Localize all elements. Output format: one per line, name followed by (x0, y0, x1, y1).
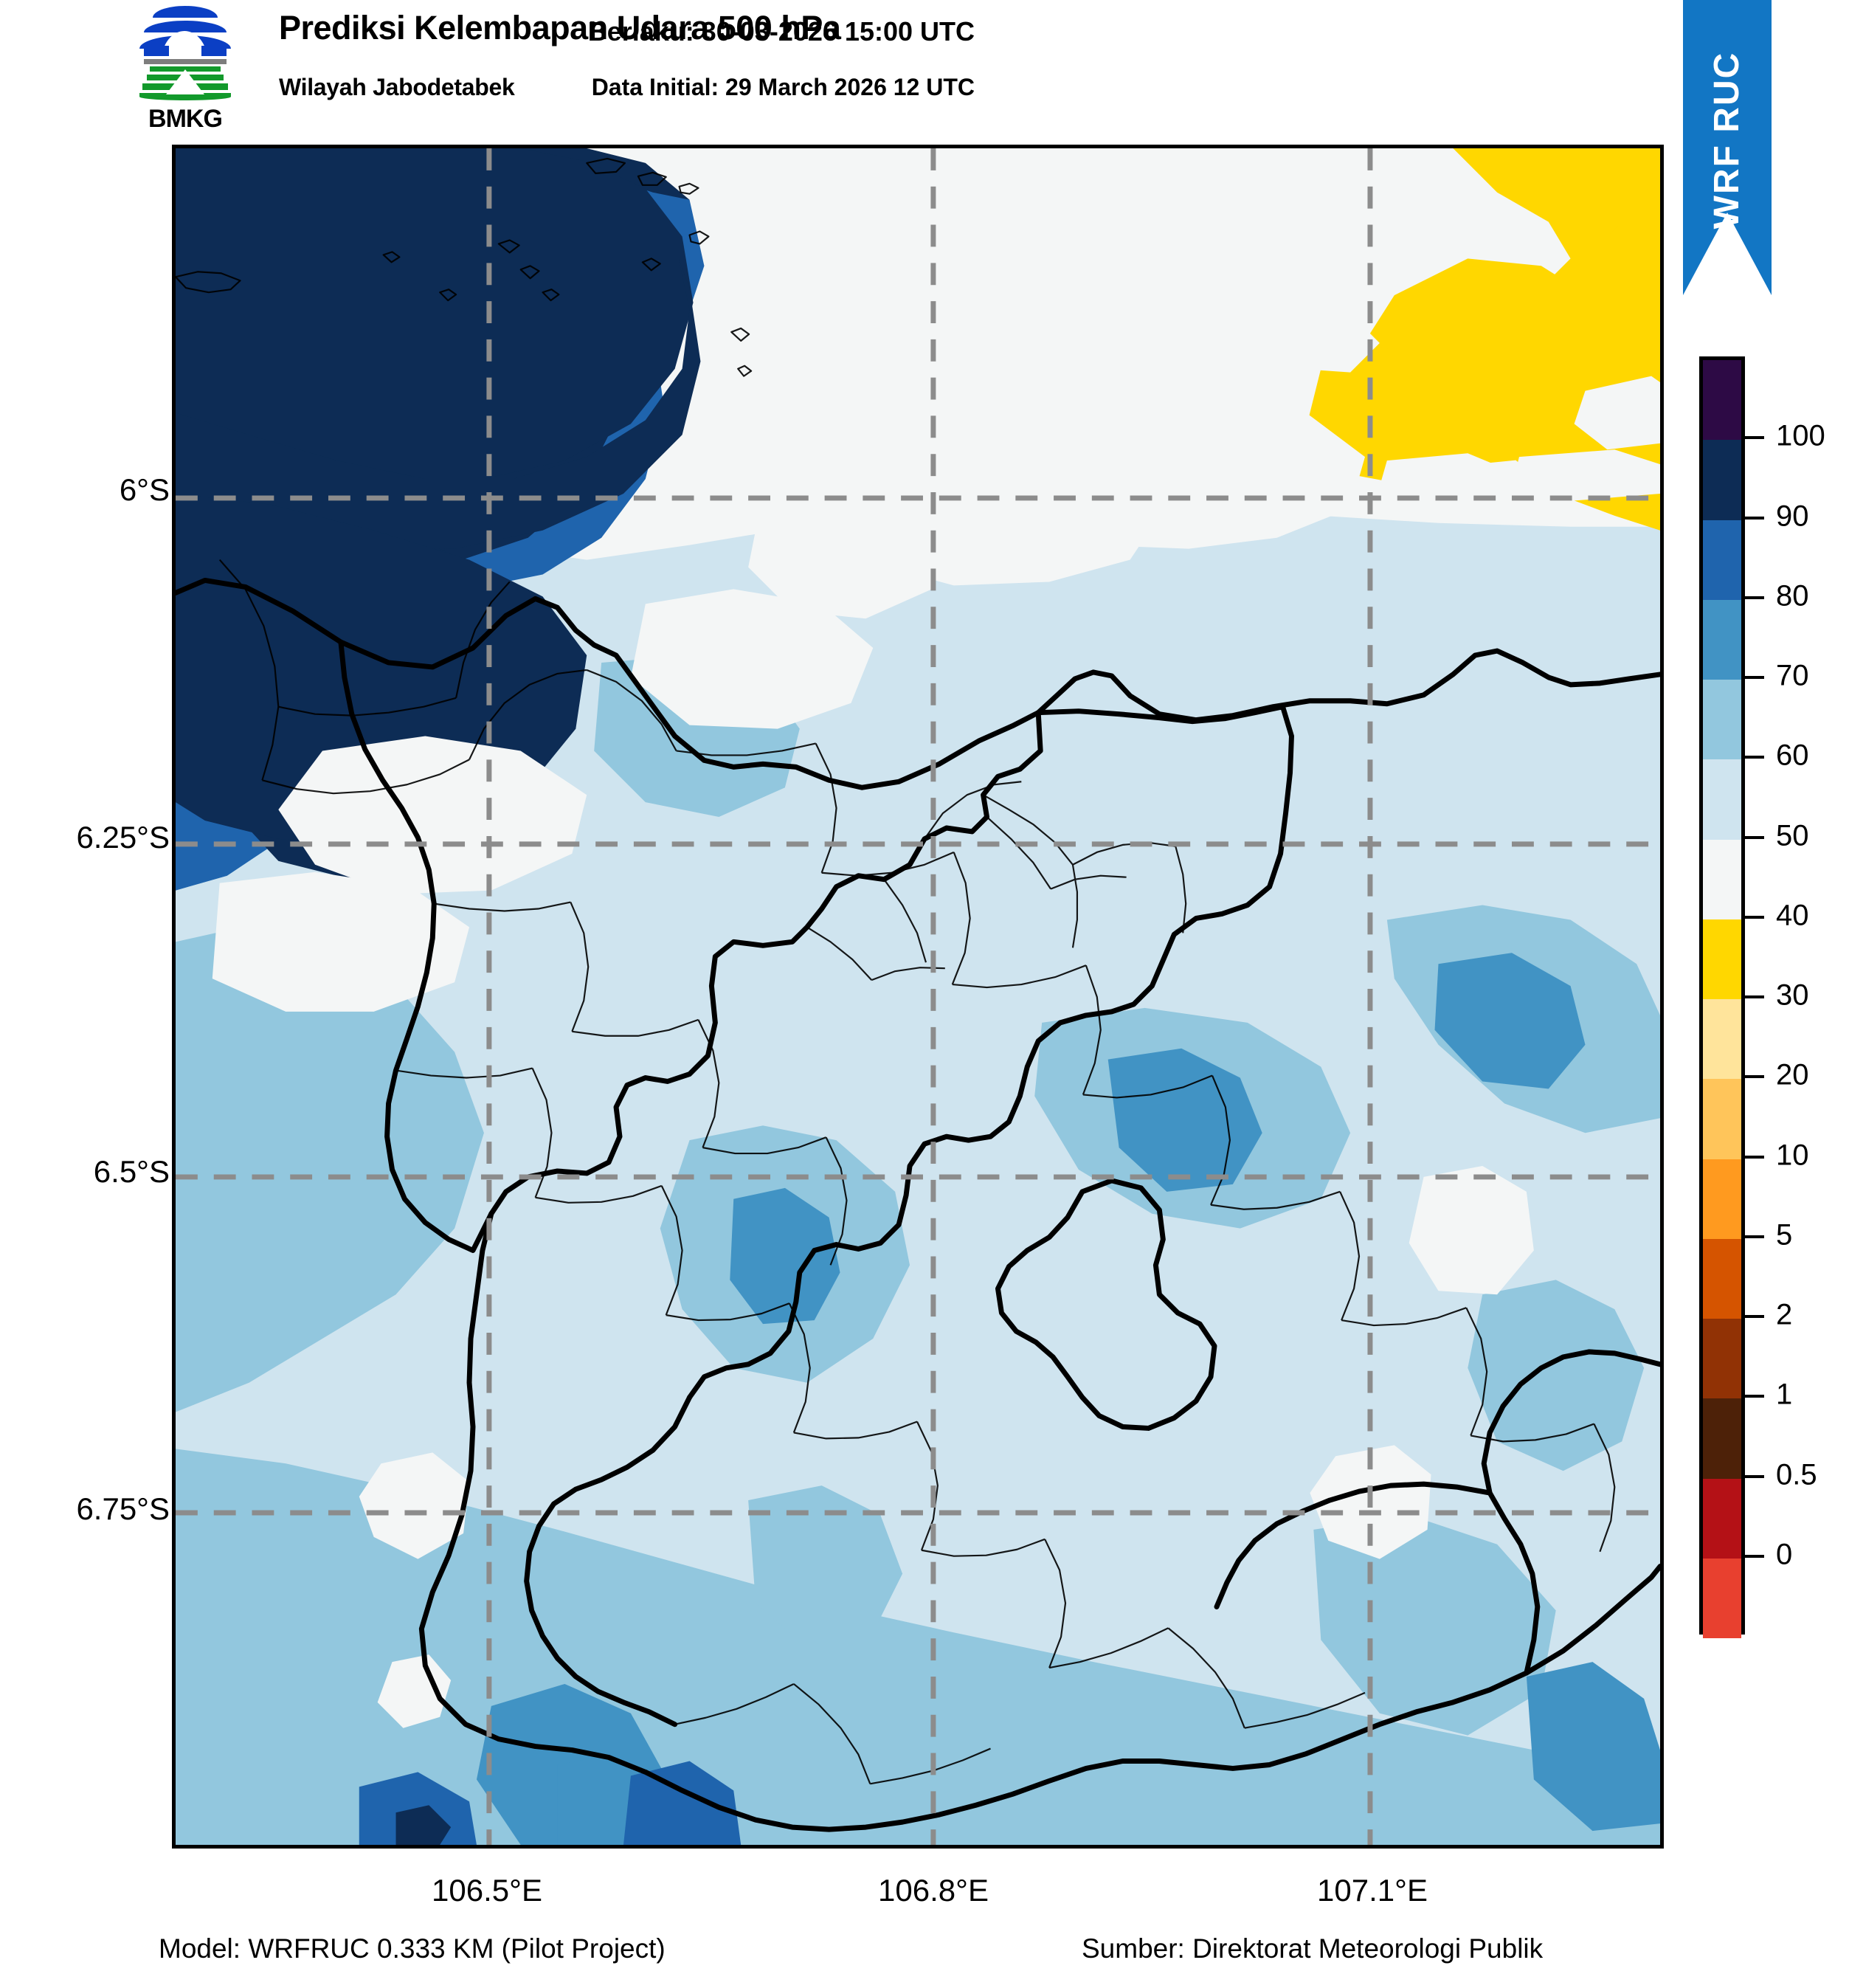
x-tick-label: 106.5°E (432, 1873, 542, 1908)
colorbar-tick (1745, 1395, 1764, 1398)
y-tick-label: 6.75°S (76, 1491, 170, 1526)
map-contour-canvas (176, 148, 1660, 1845)
colorbar-tick (1745, 516, 1764, 520)
colorbar-tick-label: 0.5 (1776, 1458, 1817, 1491)
colorbar-tick (1745, 1315, 1764, 1318)
colorbar-ticks: 100 90 80 70 60 50 40 30 20 10 5 2 1 0.5 0 (1699, 356, 1847, 1635)
x-tick-label: 107.1°E (1317, 1873, 1428, 1908)
logo-green-stripes (136, 66, 234, 108)
colorbar-segment (1703, 839, 1741, 919)
footer-model: Model: WRFRUC 0.333 KM (Pilot Project) (159, 1933, 666, 1964)
colorbar-tick (1745, 1155, 1764, 1159)
colorbar-tick-label: 10 (1776, 1139, 1809, 1171)
colorbar (1699, 356, 1745, 1638)
colorbar-tick-label: 100 (1776, 419, 1825, 452)
colorbar-segment (1703, 599, 1741, 680)
initial-time: Data Initial: 29 March 2026 12 UTC (591, 74, 975, 100)
y-tick-label: 6°S (119, 472, 170, 507)
colorbar-tick-label: 5 (1776, 1218, 1793, 1252)
model-ribbon-banner: WRF RUC (1683, 0, 1772, 295)
colorbar-tick (1745, 756, 1764, 759)
colorbar-tick (1745, 1554, 1764, 1558)
page-header: BMKG Prediksi Kelembapan Udara 500 hPa W… (0, 0, 1849, 145)
colorbar-segment (1703, 1159, 1741, 1239)
colorbar-segment (1703, 1079, 1741, 1159)
colorbar-segment (1703, 1558, 1741, 1638)
colorbar-tick-label: 60 (1776, 739, 1809, 772)
x-tick-label: 106.8°E (878, 1873, 989, 1908)
y-tick-label: 6.5°S (93, 1154, 170, 1189)
colorbar-tick-label: 40 (1776, 899, 1809, 932)
colorbar-tick (1745, 915, 1764, 919)
colorbar-segment (1703, 919, 1741, 999)
colorbar-segment (1703, 1478, 1741, 1559)
colorbar-tick-label: 70 (1776, 659, 1809, 692)
bmkg-logo: BMKG (136, 4, 234, 133)
colorbar-tick (1745, 596, 1764, 599)
colorbar-segment (1703, 360, 1741, 441)
forecast-map[interactable] (172, 145, 1664, 1849)
logo-divider (144, 59, 227, 64)
colorbar-tick (1745, 1075, 1764, 1079)
colorbar-segment (1703, 680, 1741, 760)
colorbar-segment (1703, 999, 1741, 1080)
colorbar-tick (1745, 436, 1764, 440)
ribbon-label: WRF RUC (1707, 51, 1746, 229)
colorbar-tick-label: 1 (1776, 1378, 1793, 1411)
colorbar-segment (1703, 759, 1741, 840)
y-tick-label: 6.25°S (76, 820, 170, 855)
colorbar-segment (1703, 1398, 1741, 1479)
valid-time: Berlaku: 30-03-2026 15:00 UTC (587, 16, 975, 46)
colorbar-tick-label: 90 (1776, 500, 1809, 532)
colorbar-tick-label: 0 (1776, 1538, 1793, 1571)
colorbar-segment (1703, 1238, 1741, 1319)
logo-label: BMKG (148, 105, 223, 133)
colorbar-tick (1745, 1235, 1764, 1238)
page-subtitle: Wilayah Jabodetabek (279, 74, 515, 100)
colorbar-segment (1703, 440, 1741, 520)
logo-sky-arcs (136, 4, 234, 58)
footer-source: Sumber: Direktorat Meteorologi Publik (1082, 1933, 1544, 1964)
colorbar-tick-label: 2 (1776, 1298, 1793, 1331)
colorbar-segment (1703, 520, 1741, 600)
colorbar-tick (1745, 1474, 1764, 1478)
colorbar-tick-label: 80 (1776, 579, 1809, 612)
colorbar-tick-label: 50 (1776, 819, 1809, 852)
colorbar-tick (1745, 835, 1764, 839)
colorbar-tick-label: 30 (1776, 979, 1809, 1012)
colorbar-tick-label: 20 (1776, 1058, 1809, 1091)
colorbar-tick (1745, 995, 1764, 998)
colorbar-segment (1703, 1319, 1741, 1399)
colorbar-tick (1745, 676, 1764, 679)
page-title: Prediksi Kelembapan Udara 500 hPa (279, 9, 841, 46)
